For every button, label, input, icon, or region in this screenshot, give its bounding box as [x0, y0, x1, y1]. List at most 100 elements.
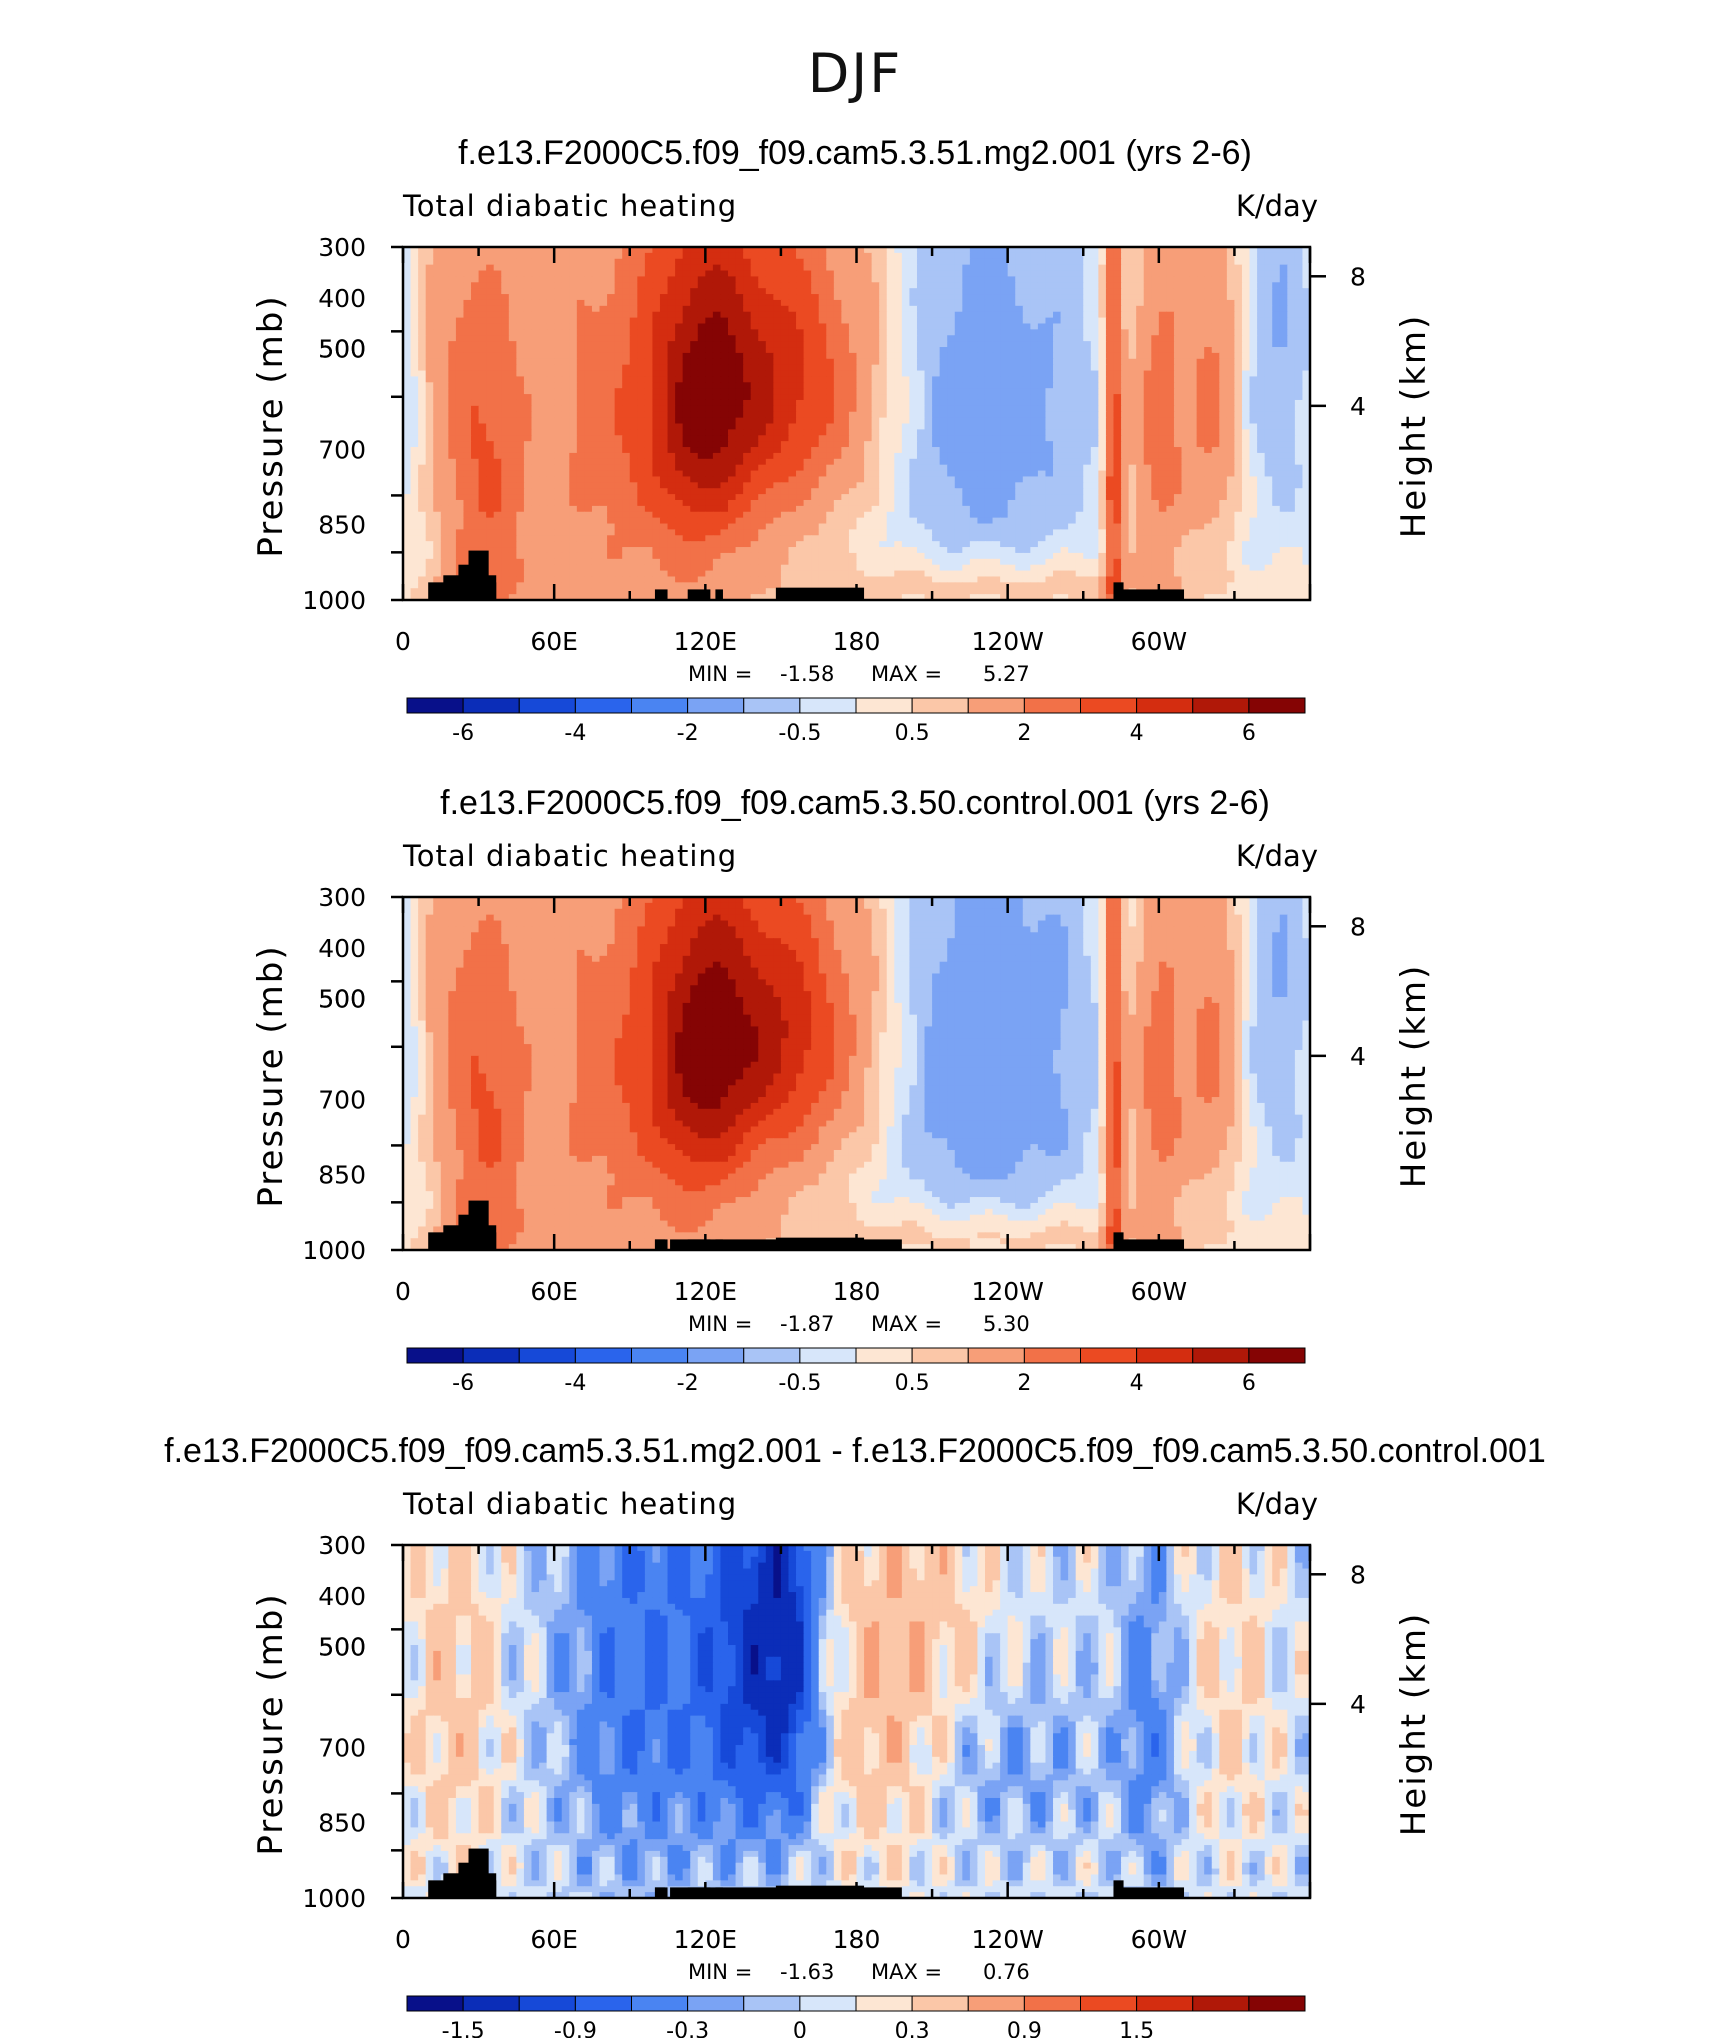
heatmap-cell — [773, 299, 782, 307]
heatmap-cell — [1045, 288, 1054, 295]
heatmap-cell — [1249, 417, 1258, 425]
heatmap-cell — [803, 247, 812, 254]
heatmap-cell — [1105, 470, 1115, 478]
heatmap-cell — [1022, 335, 1031, 342]
heatmap-cell — [856, 370, 865, 378]
heatmap-cell — [1128, 329, 1137, 336]
heatmap-cell — [1060, 294, 1069, 301]
heatmap-cell — [682, 294, 691, 301]
heatmap-cell — [1000, 382, 1009, 389]
heatmap-cell — [735, 311, 744, 319]
heatmap-cell — [652, 288, 661, 295]
heatmap-cell — [629, 294, 638, 301]
heatmap-cell — [1294, 264, 1304, 272]
heatmap-cell — [1166, 476, 1175, 483]
heatmap-cell — [916, 311, 926, 319]
heatmap-cell — [523, 276, 533, 283]
heatmap-cell — [682, 258, 691, 266]
heatmap-cell — [1257, 447, 1266, 454]
heatmap-cell — [803, 405, 812, 413]
heatmap-cell — [984, 370, 994, 378]
heatmap-cell — [591, 370, 601, 378]
heatmap-cell — [1090, 458, 1099, 466]
heatmap-cell — [818, 399, 827, 407]
heatmap-cell — [750, 364, 759, 372]
heatmap-cell — [1000, 358, 1009, 366]
heatmap-cell — [1226, 276, 1236, 283]
heatmap-cell — [856, 447, 865, 454]
heatmap-cell — [1166, 252, 1175, 260]
heatmap-cell — [728, 352, 737, 360]
heatmap-cell — [1037, 399, 1047, 407]
heatmap-cell — [1226, 458, 1236, 466]
heatmap-cell — [1287, 264, 1296, 272]
heatmap-cell — [607, 447, 616, 454]
heatmap-cell — [1249, 429, 1258, 436]
heatmap-cell — [939, 352, 948, 360]
heatmap-cell — [403, 382, 412, 389]
heatmap-cell — [909, 311, 918, 319]
heatmap-cell — [1241, 311, 1251, 319]
heatmap-cell — [448, 382, 457, 389]
heatmap-cell — [788, 388, 797, 395]
heatmap-cell — [992, 341, 1001, 348]
heatmap-cell — [591, 294, 601, 301]
heatmap-cell — [780, 476, 790, 483]
heatmap-cell — [486, 288, 495, 295]
heatmap-cell — [1181, 382, 1190, 389]
heatmap-cell — [992, 452, 1001, 460]
heatmap-cell — [478, 382, 487, 389]
heatmap-cell — [856, 405, 865, 413]
heatmap-cell — [712, 347, 722, 354]
heatmap-cell — [508, 423, 517, 430]
heatmap-cell — [576, 411, 585, 419]
heatmap-cell — [1158, 252, 1167, 260]
heatmap-cell — [977, 341, 986, 348]
heatmap-cell — [947, 288, 956, 295]
heatmap-cell — [410, 411, 419, 419]
heatmap-cell — [516, 447, 525, 454]
heatmap-cell — [561, 435, 570, 442]
heatmap-cell — [947, 435, 956, 442]
heatmap-cell — [811, 270, 820, 278]
heatmap-cell — [584, 476, 593, 483]
heatmap-cell — [962, 411, 971, 419]
heatmap-cell — [1219, 335, 1228, 342]
heatmap-cell — [1090, 264, 1099, 272]
heatmap-cell — [1173, 288, 1183, 295]
heatmap-cell — [561, 288, 570, 295]
heatmap-cell — [644, 447, 654, 454]
heatmap-cell — [659, 447, 669, 454]
heatmap-cell — [493, 252, 502, 260]
heatmap-cell — [833, 347, 842, 354]
heatmap-cell — [1287, 394, 1296, 401]
heatmap-cell — [705, 347, 714, 354]
heatmap-cell — [448, 423, 457, 430]
heatmap-cell — [916, 270, 926, 278]
heatmap-cell — [1113, 447, 1122, 454]
heatmap-cell — [765, 429, 774, 436]
heatmap-cell — [1075, 282, 1084, 289]
heatmap-cell — [992, 423, 1001, 430]
heatmap-cell — [796, 370, 805, 378]
heatmap-cell — [1226, 294, 1236, 301]
heatmap-cell — [554, 447, 563, 454]
heatmap-cell — [1189, 482, 1198, 489]
heatmap-cell — [1279, 252, 1288, 260]
heatmap-cell — [1272, 464, 1281, 472]
heatmap-cell — [977, 423, 986, 430]
heatmap-cell — [448, 252, 457, 260]
heatmap-cell — [523, 294, 533, 301]
heatmap-cell — [516, 476, 525, 483]
heatmap-cell — [1196, 270, 1205, 278]
heatmap-cell — [471, 399, 480, 407]
heatmap-cell — [871, 388, 880, 395]
heatmap-cell — [539, 399, 548, 407]
heatmap-cell — [758, 476, 767, 483]
heatmap-cell — [1158, 299, 1167, 307]
heatmap-cell — [984, 317, 994, 325]
heatmap-cell — [1075, 347, 1084, 354]
heatmap-cell — [471, 364, 480, 372]
heatmap-cell — [773, 264, 782, 272]
heatmap-cell — [455, 423, 465, 430]
